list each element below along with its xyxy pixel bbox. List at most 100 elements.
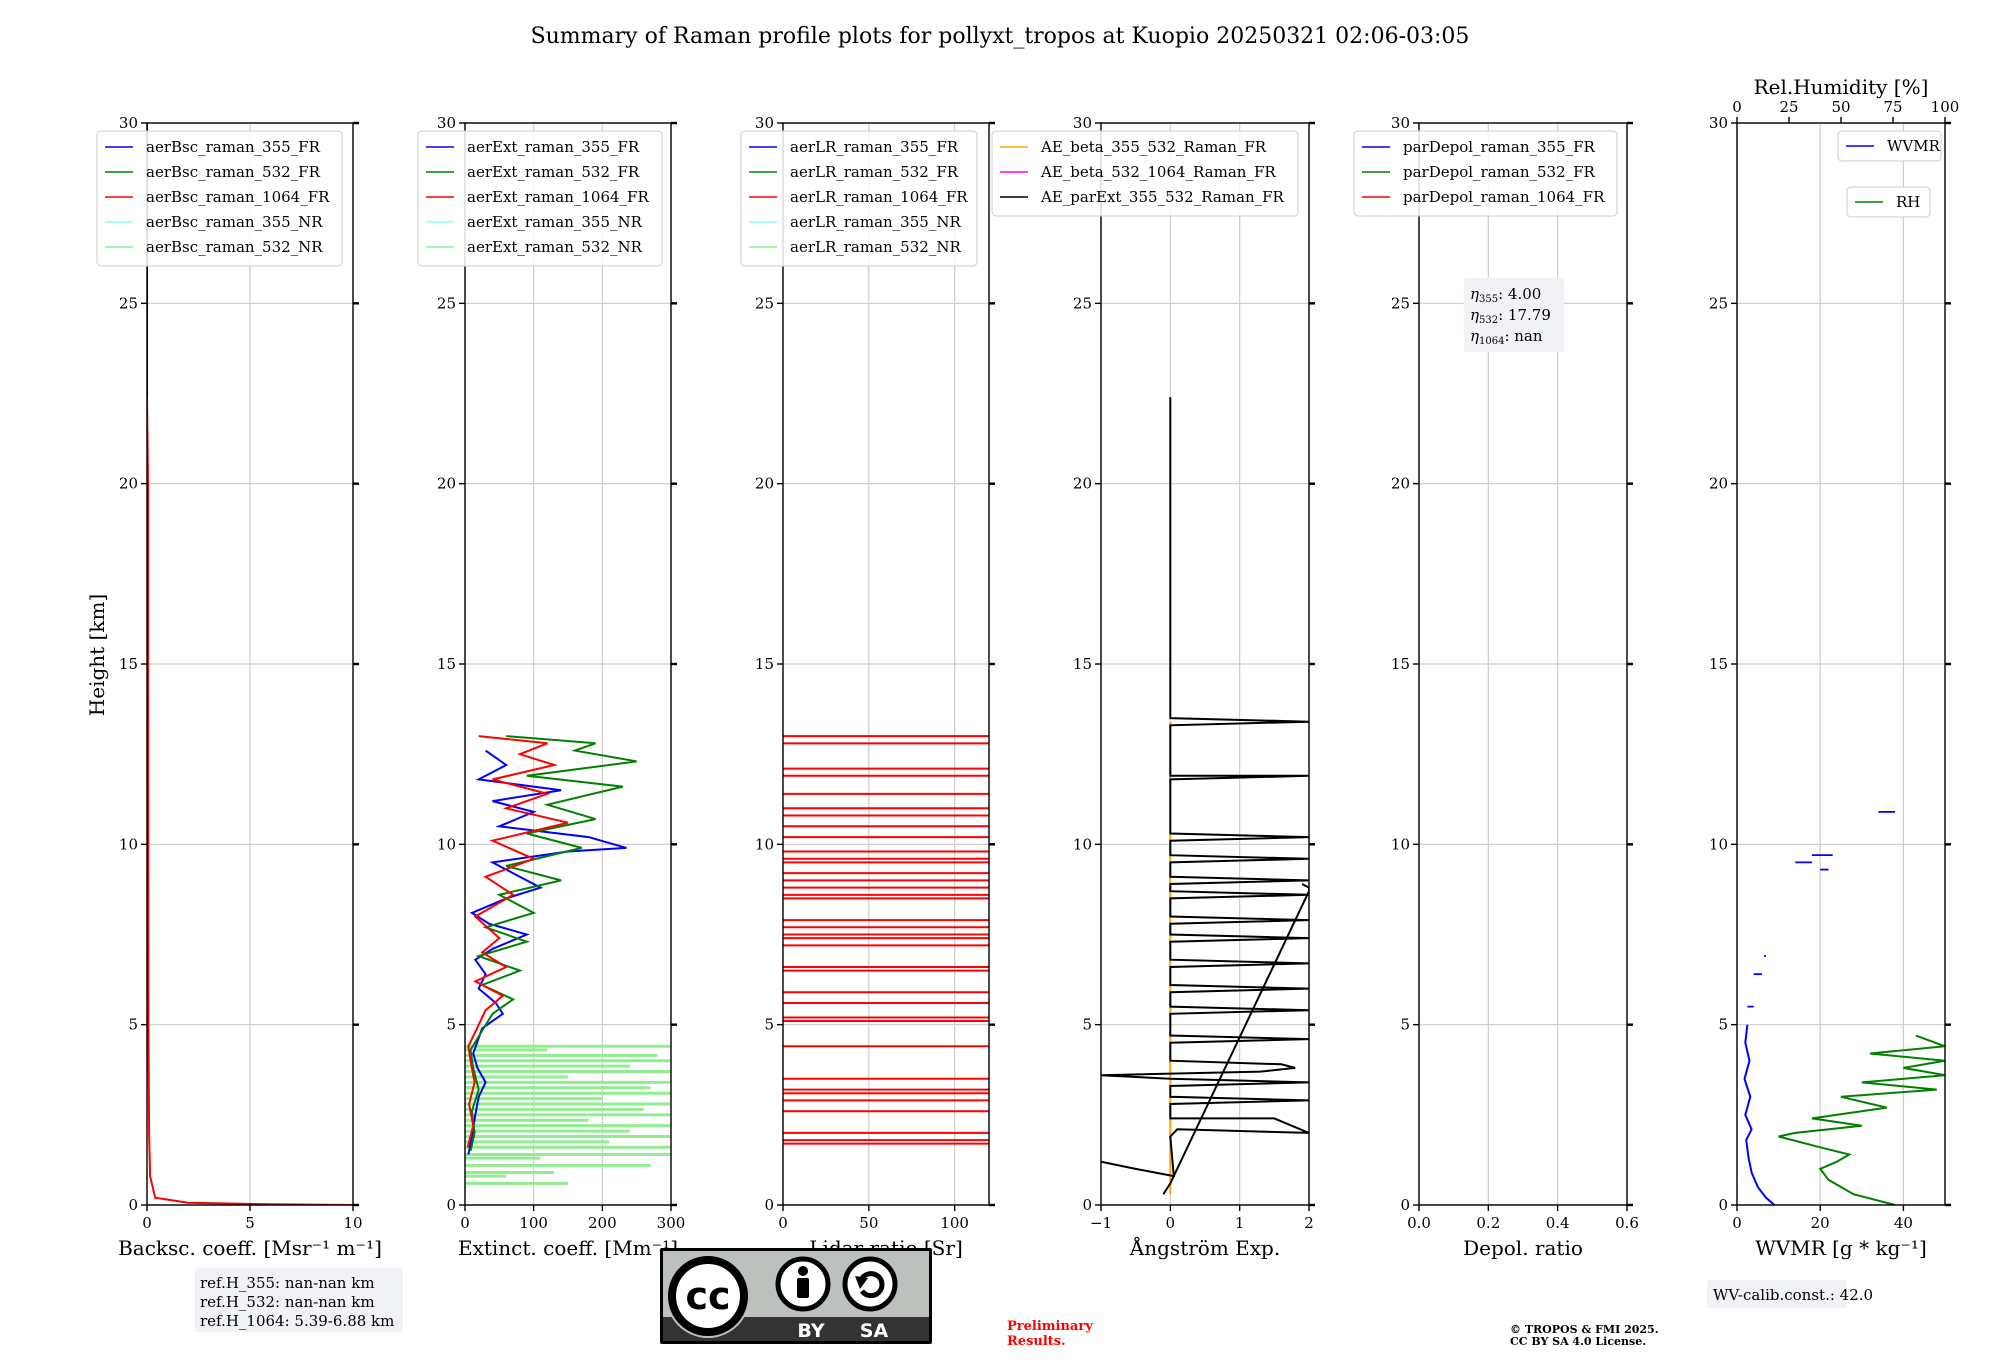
depol-ytick-label-5: 25 (1391, 294, 1410, 312)
angstrom-ytick-label-5: 25 (1073, 294, 1092, 312)
depol-ytick-label-6: 30 (1391, 114, 1410, 132)
depol-xlabel: Depol. ratio (1463, 1236, 1583, 1260)
ref-height-532: ref.H_532: nan-nan km (200, 1293, 375, 1311)
extinction-series (465, 735, 671, 1185)
wvmr-top-xtick-label-0: 0 (1732, 98, 1742, 116)
extinction-ytick-label-2: 10 (437, 835, 456, 853)
angstrom-xtick-label-3: 2 (1304, 1214, 1314, 1232)
lidarratio-xtick-label-1: 50 (859, 1214, 878, 1232)
angstrom-legend-label-2: AE_parExt_355_532_Raman_FR (1040, 188, 1285, 206)
figure-title: Summary of Raman profile plots for polly… (531, 24, 1470, 49)
wvmr-top-xtick-label-4: 100 (1931, 98, 1960, 116)
ref-height-355: ref.H_355: nan-nan km (200, 1274, 375, 1292)
depol-legend-box (1353, 130, 1618, 217)
angstrom-ytick-label-0: 0 (1082, 1196, 1092, 1214)
extinction-line-2 (469, 735, 637, 1152)
lidarratio-ytick-label-6: 30 (755, 114, 774, 132)
depol-xtick-label-1: 0.2 (1476, 1214, 1500, 1232)
extinction-legend-box (417, 130, 663, 267)
wvmr-legend: WVMR RH (1837, 130, 1942, 218)
extinction-ytick-label-1: 5 (446, 1016, 456, 1034)
cc-logo-letters: cc (685, 1274, 730, 1318)
extinction-legend-label-3: aerExt_raman_355_NR (467, 213, 643, 231)
wvmr-top-xlabel: Rel.Humidity [%] (1754, 75, 1929, 99)
wvmr-ytick-label-5: 25 (1709, 294, 1728, 312)
wvmr-ytick-label-2: 10 (1709, 835, 1728, 853)
wvmr-xtick-label-2: 40 (1894, 1214, 1913, 1232)
depol-xtick-label-2: 0.4 (1546, 1214, 1570, 1232)
y-axis-label: Height [km] (85, 594, 109, 716)
backscatter-series (147, 123, 353, 1205)
angstrom-xtick-label-2: 1 (1235, 1214, 1245, 1232)
backscatter-xtick-label-0: 0 (142, 1214, 152, 1232)
wv-calib-text: WV-calib.const.: 42.0 (1713, 1286, 1873, 1304)
depol-legend-label-2: parDepol_raman_1064_FR (1403, 188, 1605, 206)
backscatter-ytick-label-6: 30 (119, 114, 138, 132)
backscatter-line-0 (147, 397, 353, 1205)
angstrom-legend-box (991, 130, 1299, 217)
extinction-legend-label-2: aerExt_raman_1064_FR (467, 188, 649, 206)
angstrom-ytick-label-1: 5 (1082, 1016, 1092, 1034)
wvmr-xtick-label-1: 20 (1811, 1214, 1830, 1232)
backscatter-legend-label-3: aerBsc_raman_355_NR (146, 213, 323, 231)
wv-calib-box: WV-calib.const.: 42.0 (1707, 1280, 1873, 1308)
backscatter-ytick-label-4: 20 (119, 475, 138, 493)
extinction-xtick-label-0: 0 (460, 1214, 470, 1232)
extinction-ytick-label-0: 0 (446, 1196, 456, 1214)
cc-by-sa-badge: cc BY SA (660, 1248, 932, 1344)
backscatter-xtick-label-2: 10 (343, 1214, 362, 1232)
extinction-xtick-label-3: 300 (657, 1214, 686, 1232)
wvmr-grid (1736, 122, 1945, 1206)
copyright-line-2: CC BY SA 4.0 License. (1510, 1335, 1646, 1348)
extinction-grid (464, 122, 672, 1206)
angstrom-xtick-label-0: −1 (1090, 1214, 1112, 1232)
wvmr-legend-label-1: RH (1896, 193, 1920, 211)
depol-ytick-label-4: 20 (1391, 475, 1410, 493)
angstrom-series (1101, 397, 1309, 1195)
extinction-xtick-label-1: 100 (519, 1214, 548, 1232)
angstrom-ytick-label-6: 30 (1073, 114, 1092, 132)
extinction-line-3 (466, 735, 569, 1148)
depol-eta-line-1: η532: 17.79 (1470, 306, 1551, 326)
depol-xtick-label-0: 0.0 (1407, 1214, 1431, 1232)
wvmr-top-xtick-label-1: 25 (1779, 98, 1798, 116)
depol-xtick-label-3: 0.6 (1615, 1214, 1639, 1232)
wvmr-ytick-label-1: 5 (1718, 1016, 1728, 1034)
lidarratio-legend-label-4: aerLR_raman_532_NR (790, 238, 961, 256)
wvmr-legend-box-0 (1837, 130, 1942, 162)
sa-share-arrow (858, 1271, 885, 1299)
backscatter-ytick-label-5: 25 (119, 294, 138, 312)
depol-ytick-label-2: 10 (1391, 835, 1410, 853)
extinction-ytick-label-5: 25 (437, 294, 456, 312)
wvmr-line-2 (1778, 1034, 1945, 1205)
lidarratio-xtick-label-0: 0 (778, 1214, 788, 1232)
backscatter-ytick-label-1: 5 (128, 1016, 138, 1034)
wvmr-top-xtick-label-2: 50 (1831, 98, 1850, 116)
sa-share-arrowhead (855, 1276, 868, 1289)
extinction-xlabel: Extinct. coeff. [Mm⁻¹] (458, 1236, 678, 1260)
lidarratio-ytick-label-3: 15 (755, 655, 774, 673)
lidarratio-ytick-label-0: 0 (764, 1196, 774, 1214)
sa-share-icon (842, 1256, 898, 1312)
angstrom-xlabel: Ångström Exp. (1129, 1235, 1280, 1260)
backscatter-legend-label-2: aerBsc_raman_1064_FR (146, 188, 330, 206)
wv-calib-box-bg (1707, 1280, 1847, 1308)
extinction-legend: aerExt_raman_355_FR aerExt_raman_532_FRae… (417, 130, 663, 267)
backscatter-legend-box (96, 130, 343, 267)
lidarratio-legend-box (740, 130, 978, 267)
extinction-legend-label-1: aerExt_raman_532_FR (467, 163, 640, 181)
backscatter-legend-label-0: aerBsc_raman_355_FR (146, 138, 321, 156)
backscatter-legend-label-4: aerBsc_raman_532_NR (146, 238, 323, 256)
extinction-ytick-label-4: 20 (437, 475, 456, 493)
extinction-xtick-label-2: 200 (588, 1214, 617, 1232)
lidarratio-ytick-label-5: 25 (755, 294, 774, 312)
extinction-line-1 (467, 749, 627, 1155)
depol-ytick-label-0: 0 (1400, 1196, 1410, 1214)
angstrom-xtick-label-1: 0 (1166, 1214, 1176, 1232)
wvmr-xlabel: WVMR [g * kg⁻¹] (1755, 1236, 1927, 1260)
reference-height-box: ref.H_355: nan-nan km ref.H_532: nan-nan… (195, 1268, 403, 1332)
by-person-body (797, 1278, 809, 1298)
wvmr-series (1743, 810, 1945, 1205)
